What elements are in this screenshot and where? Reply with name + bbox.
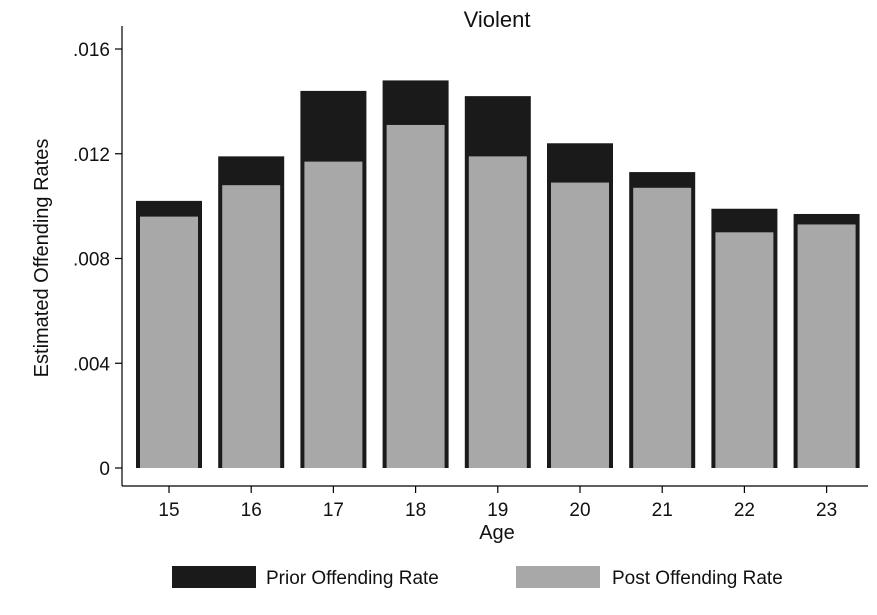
bar-post-22 <box>715 232 774 468</box>
x-tick-label: 16 <box>241 500 262 521</box>
x-tick-label: 17 <box>323 500 344 521</box>
bar-post-21 <box>633 187 692 468</box>
legend-label-post: Post Offending Rate <box>612 568 783 589</box>
x-tick-label: 19 <box>487 500 508 521</box>
bar-post-20 <box>551 182 609 468</box>
legend-swatch-prior <box>172 566 256 588</box>
x-tick-label: 21 <box>652 500 673 521</box>
x-axis-label: Age <box>479 522 515 544</box>
chart-title: Violent <box>464 7 531 32</box>
x-tick-label: 18 <box>405 500 426 521</box>
y-tick-label: .012 <box>73 145 110 166</box>
y-tick-label: .004 <box>73 354 110 375</box>
legend-label-prior: Prior Offending Rate <box>266 568 439 589</box>
y-axis-ticks: 0 .004 .008 .012 .016 <box>73 40 122 480</box>
x-tick-label: 23 <box>816 500 837 521</box>
x-tick-label: 15 <box>158 500 179 521</box>
y-tick-label: .008 <box>73 250 110 271</box>
y-tick-label: 0 <box>99 459 110 480</box>
bar-post-15 <box>140 216 198 468</box>
bars-group <box>136 80 860 469</box>
y-tick-label: .016 <box>73 40 110 61</box>
y-axis-label: Estimated Offending Rates <box>31 139 53 378</box>
bar-post-16 <box>222 185 281 469</box>
legend-swatch-post <box>516 566 600 588</box>
x-tick-label: 22 <box>734 500 755 521</box>
x-tick-label: 20 <box>569 500 590 521</box>
bar-post-23 <box>797 224 856 468</box>
legend: Prior Offending Rate Post Offending Rate <box>172 566 783 589</box>
bar-post-19 <box>468 156 527 468</box>
x-axis-ticks: 15 16 17 18 19 20 21 22 23 <box>158 486 837 521</box>
bar-post-17 <box>304 161 363 468</box>
bar-post-18 <box>386 124 445 468</box>
